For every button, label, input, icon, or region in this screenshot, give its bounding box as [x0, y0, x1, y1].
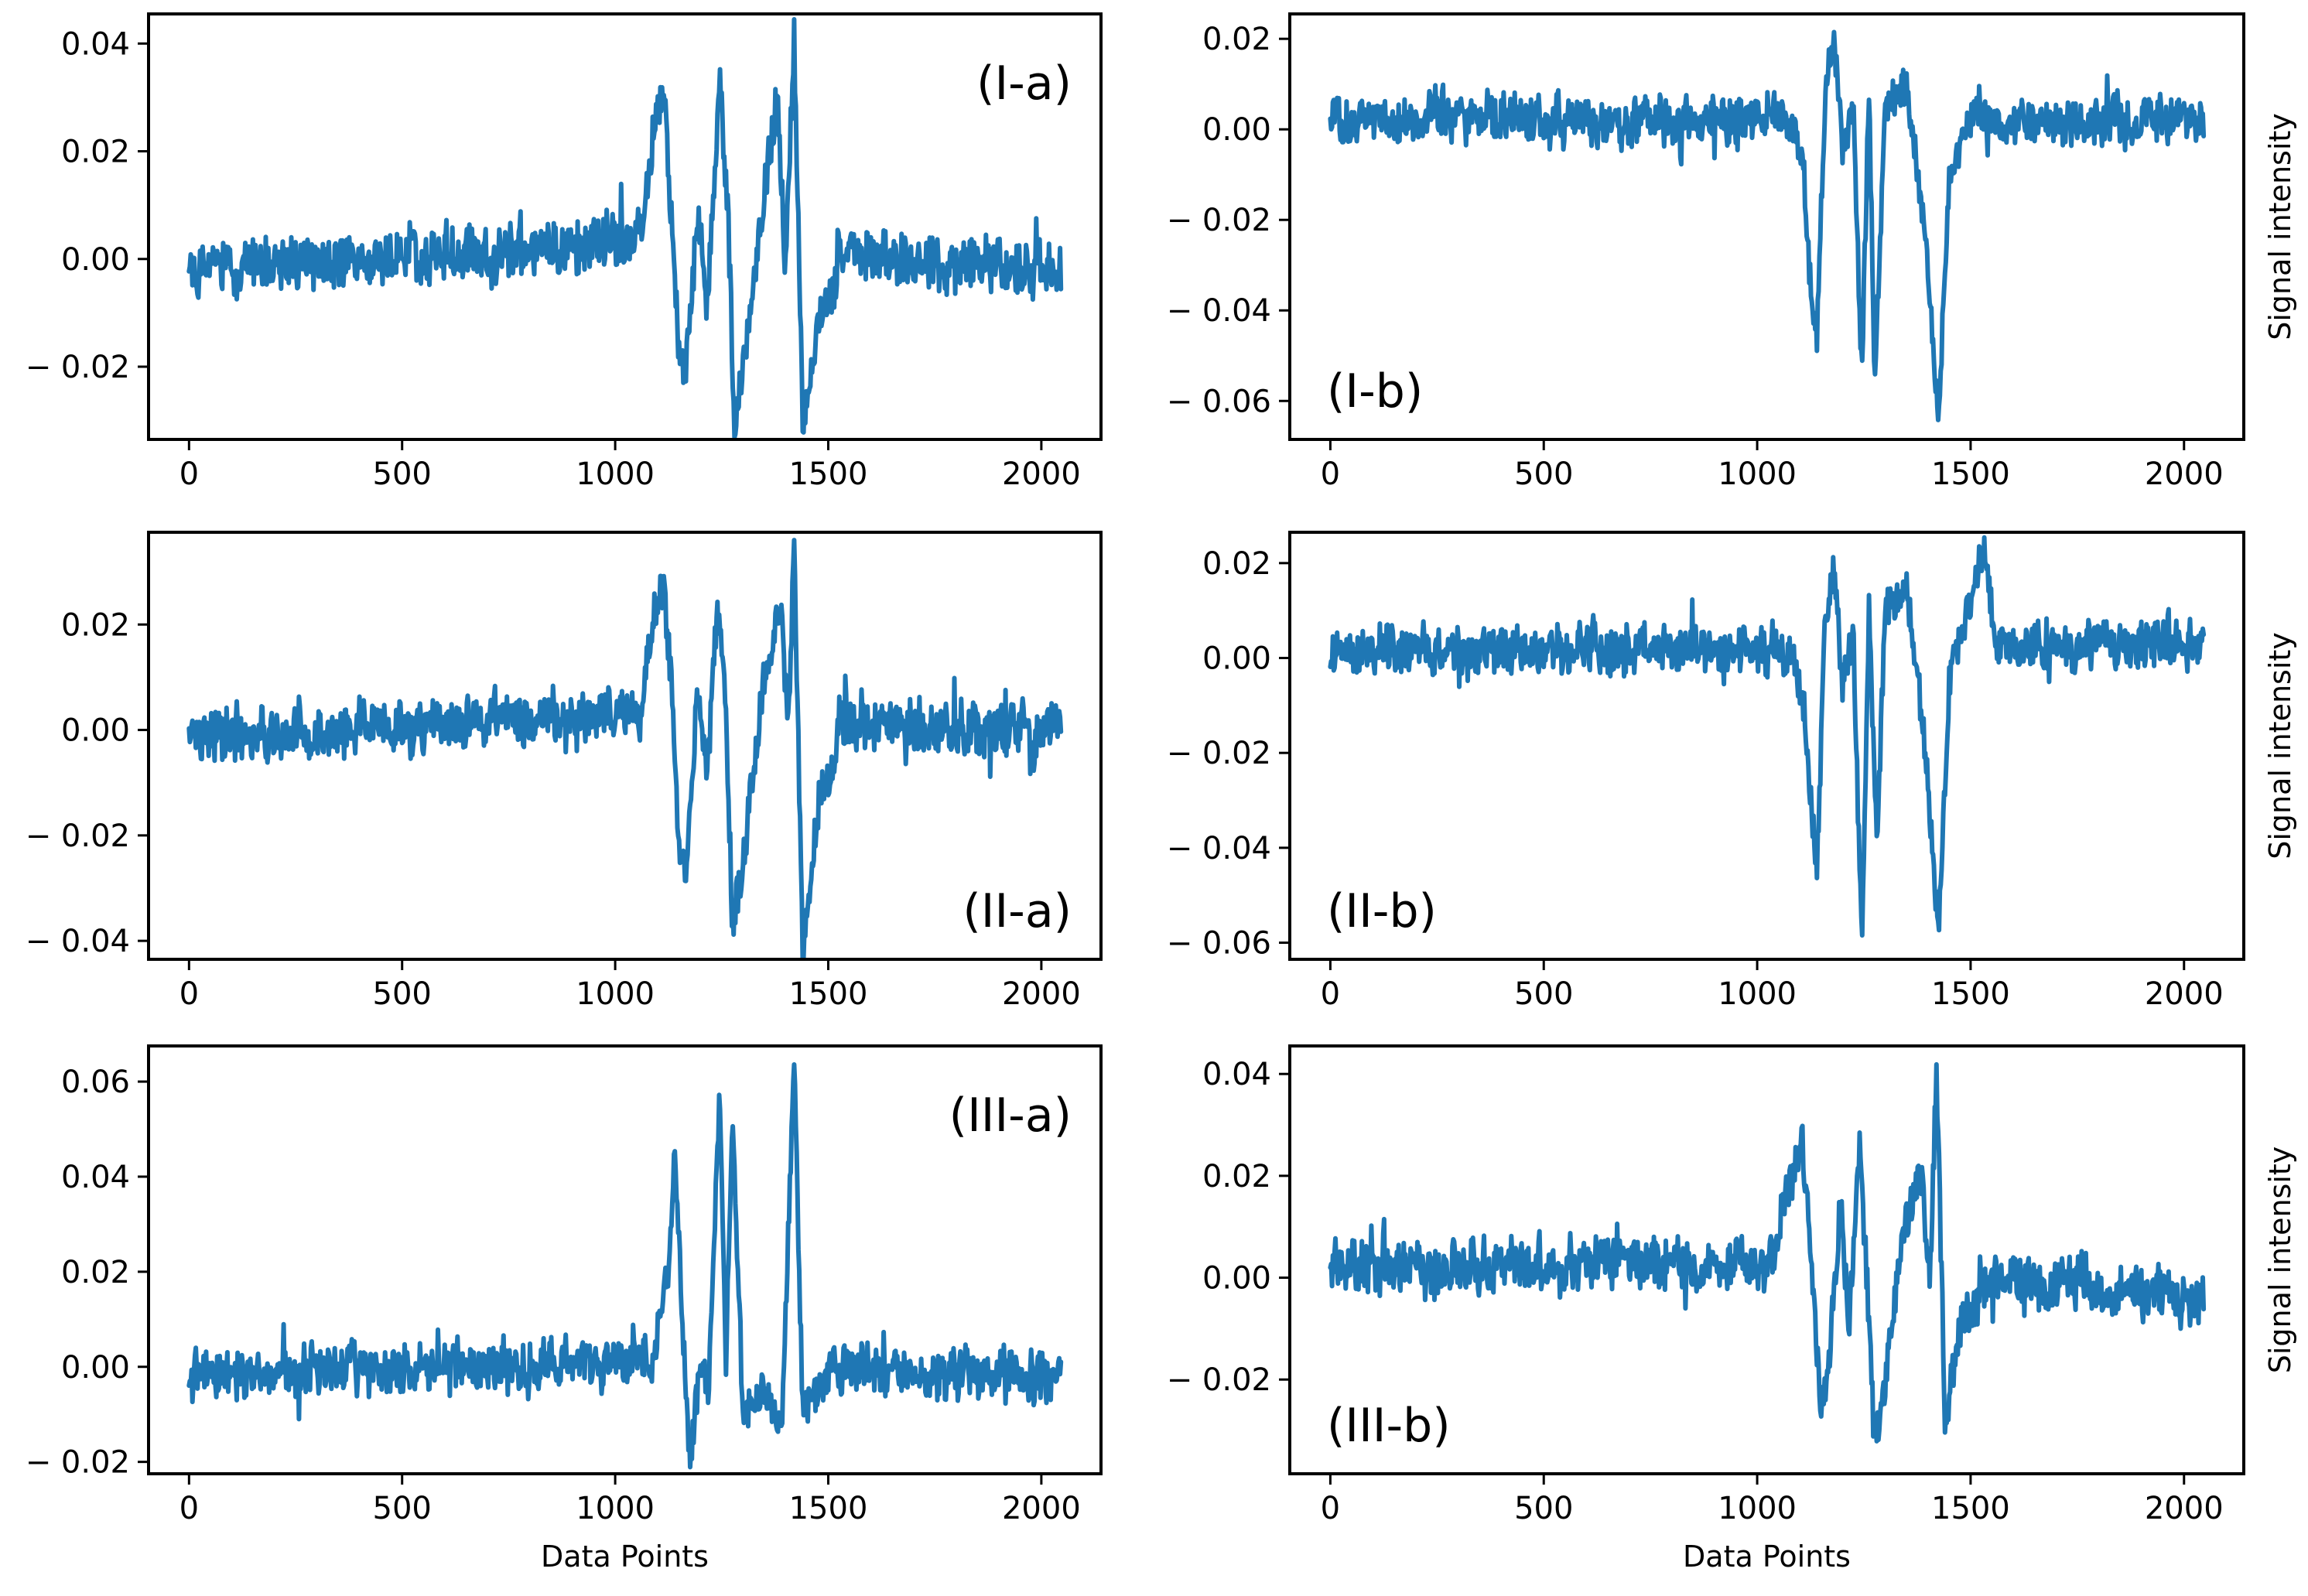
x-tick-label-III-b-3: 1500: [1931, 1491, 2010, 1526]
panel-label-III-a: (III-a): [949, 1088, 1072, 1143]
x-tick-label-III-a-4: 2000: [1002, 1491, 1081, 1526]
y-tick-label-I-b-2: − 0.02: [1167, 203, 1271, 238]
series-line-I-b: [1328, 29, 2207, 422]
series-line-II-a: [186, 538, 1064, 959]
x-tick-label-II-a-4: 2000: [1002, 976, 1081, 1012]
y-tick-label-II-b-0: − 0.06: [1167, 926, 1271, 962]
y-tick-label-III-a-3: 0.04: [61, 1160, 130, 1195]
y-tick-label-II-a-3: 0.02: [61, 607, 130, 643]
y-axis-title-II-b: Signal intensity: [2263, 632, 2297, 860]
y-tick-label-II-a-0: − 0.04: [26, 924, 130, 959]
y-tick-label-I-a-1: 0.00: [61, 242, 130, 278]
x-tick-label-III-b-1: 500: [1514, 1491, 1573, 1526]
x-tick-label-I-b-4: 2000: [2145, 456, 2224, 492]
plot-frame-II-b: [1288, 531, 2245, 961]
chart-panel-I-a: 0 500 1000 1500 2000 − 0.02 0.00 0.02 0.04 (I-a): [26, 12, 1103, 492]
y-tick-label-III-b-1: 0.00: [1202, 1261, 1271, 1297]
chart-panel-I-b: 0 500 1000 1500 2000 − 0.06 − 0.04 − 0.02 0.00 0.…: [1167, 12, 2297, 492]
x-tick-label-II-b-1: 500: [1514, 976, 1573, 1012]
y-tick-label-II-a-2: 0.00: [61, 713, 130, 749]
plot-frame-II-a: [147, 531, 1103, 961]
x-tick-label-I-b-3: 1500: [1931, 456, 2010, 492]
chart-panel-II-a: 0 500 1000 1500 2000 − 0.04 − 0.02 0.00 0.02 (II-…: [26, 531, 1103, 1012]
x-tick-label-III-b-0: 0: [1321, 1491, 1340, 1526]
chart-panel-II-b: 0 500 1000 1500 2000 − 0.06 − 0.04 − 0.02 0.00 0.…: [1167, 531, 2297, 1012]
plot-frame-I-a: [147, 12, 1103, 441]
x-tick-label-II-b-4: 2000: [2145, 976, 2224, 1012]
x-tick-label-I-b-2: 1000: [1718, 456, 1797, 492]
y-tick-label-III-b-0: − 0.02: [1167, 1362, 1271, 1398]
y-tick-label-I-b-0: − 0.06: [1167, 384, 1271, 419]
x-tick-label-III-b-2: 1000: [1718, 1491, 1797, 1526]
y-tick-label-I-a-0: − 0.02: [26, 350, 130, 385]
series-line-I-a: [186, 17, 1064, 439]
chart-panel-III-a: 0 500 1000 1500 2000 − 0.02 0.00 0.02 0.04 0.06 (I…: [26, 1044, 1103, 1574]
x-tick-label-II-a-3: 1500: [789, 976, 868, 1012]
y-axis-title-III-b: Signal intensity: [2263, 1147, 2297, 1374]
panel-label-I-a: (I-a): [976, 56, 1072, 111]
x-tick-label-II-b-0: 0: [1321, 976, 1340, 1012]
x-tick-label-I-a-1: 500: [373, 456, 432, 492]
x-tick-label-III-a-0: 0: [180, 1491, 199, 1526]
y-tick-label-III-a-0: − 0.02: [26, 1445, 130, 1481]
series-line-II-b: [1328, 535, 2207, 938]
y-tick-label-II-b-1: − 0.04: [1167, 831, 1271, 866]
x-axis-title-III-b: Data Points: [1683, 1540, 1851, 1574]
series-line-III-b: [1328, 1061, 2207, 1444]
x-tick-label-I-b-1: 500: [1514, 456, 1573, 492]
y-tick-label-II-b-4: 0.02: [1202, 546, 1271, 582]
panel-label-II-a: (II-a): [963, 884, 1072, 938]
x-tick-label-III-a-1: 500: [373, 1491, 432, 1526]
x-tick-label-I-a-0: 0: [180, 456, 199, 492]
plot-frame-I-b: [1288, 12, 2245, 441]
x-tick-label-I-a-2: 1000: [576, 456, 655, 492]
y-tick-label-III-b-2: 0.02: [1202, 1159, 1271, 1194]
y-tick-label-I-a-2: 0.02: [61, 135, 130, 170]
y-axis-title-I-b: Signal intensity: [2263, 113, 2297, 340]
panel-label-I-b: (I-b): [1327, 364, 1423, 419]
plot-frame-III-a: [147, 1044, 1103, 1475]
x-tick-label-I-b-0: 0: [1321, 456, 1340, 492]
x-tick-label-III-b-4: 2000: [2145, 1491, 2224, 1526]
y-tick-label-III-a-4: 0.06: [61, 1065, 130, 1100]
y-tick-label-I-b-3: 0.00: [1202, 112, 1271, 148]
plot-frame-III-b: [1288, 1044, 2245, 1475]
y-tick-label-I-a-3: 0.04: [61, 26, 130, 62]
x-tick-label-III-a-3: 1500: [789, 1491, 868, 1526]
x-tick-label-II-b-2: 1000: [1718, 976, 1797, 1012]
y-tick-label-III-b-3: 0.04: [1202, 1057, 1271, 1092]
x-tick-label-II-a-1: 500: [373, 976, 432, 1012]
panel-label-III-b: (III-b): [1327, 1399, 1451, 1453]
x-tick-label-I-a-4: 2000: [1002, 456, 1081, 492]
y-tick-label-II-b-3: 0.00: [1202, 641, 1271, 677]
y-tick-label-II-b-2: − 0.02: [1167, 736, 1271, 771]
y-tick-label-III-a-1: 0.00: [61, 1350, 130, 1386]
y-tick-label-I-b-4: 0.02: [1202, 22, 1271, 57]
chart-panel-III-b: 0 500 1000 1500 2000 − 0.02 0.00 0.02 0.04 (III-b…: [1167, 1044, 2297, 1574]
series-line-III-a: [186, 1062, 1064, 1470]
x-tick-label-III-a-2: 1000: [576, 1491, 655, 1526]
panel-label-II-b: (II-b): [1327, 884, 1437, 938]
x-tick-label-I-a-3: 1500: [789, 456, 868, 492]
y-tick-label-III-a-2: 0.02: [61, 1255, 130, 1290]
x-tick-label-II-b-3: 1500: [1931, 976, 2010, 1012]
x-tick-label-II-a-2: 1000: [576, 976, 655, 1012]
x-axis-title-III-a: Data Points: [541, 1540, 709, 1574]
x-tick-label-II-a-0: 0: [180, 976, 199, 1012]
y-tick-label-II-a-1: − 0.02: [26, 819, 130, 854]
y-tick-label-I-b-1: − 0.04: [1167, 293, 1271, 329]
